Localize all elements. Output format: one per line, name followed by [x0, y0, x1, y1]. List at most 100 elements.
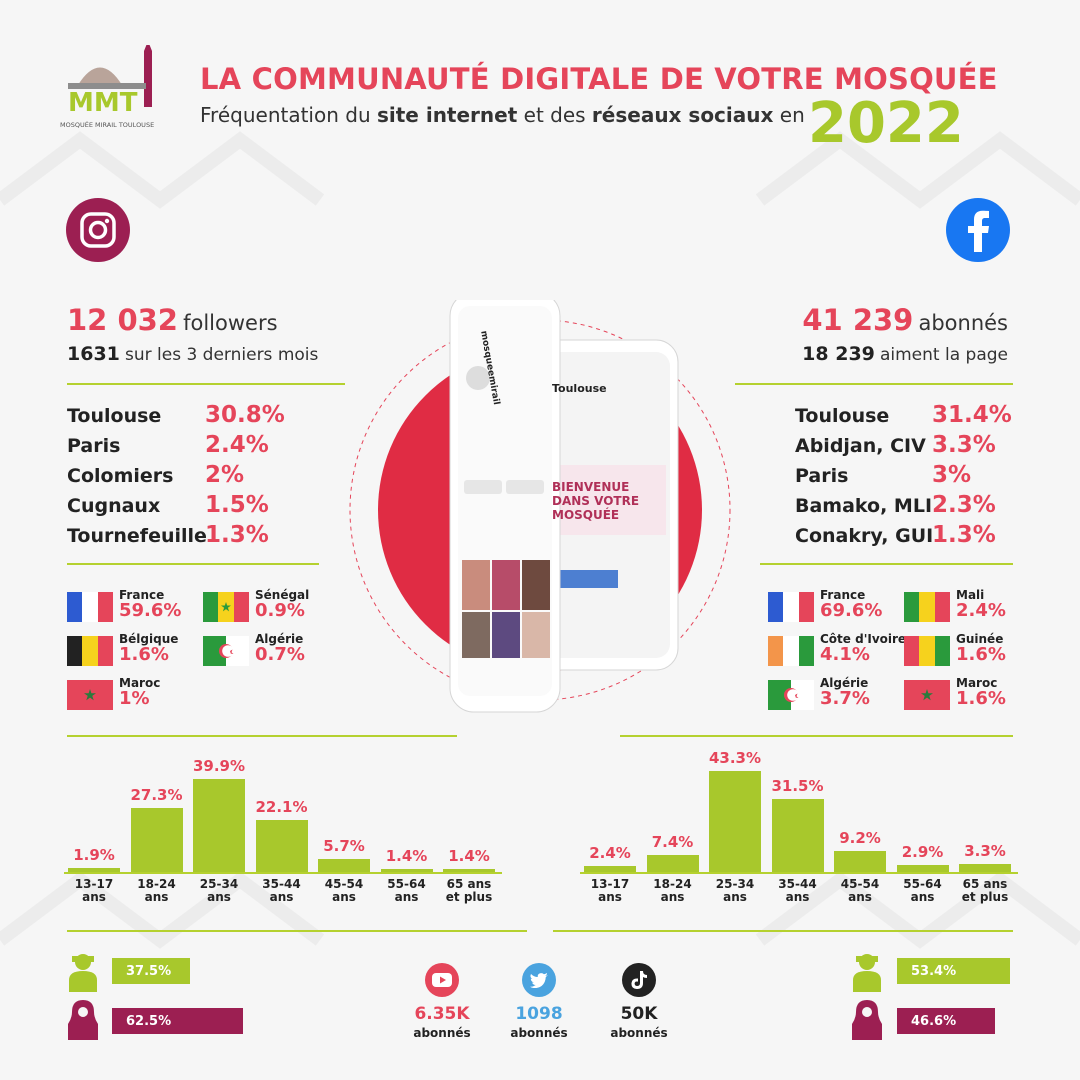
city-name: Colomiers: [67, 465, 174, 487]
tiktok-label: abonnés: [610, 1026, 668, 1040]
divider: [553, 930, 1013, 932]
country-percent: 0.7%: [255, 644, 305, 665]
country-percent: 1.6%: [956, 688, 1006, 709]
divider: [67, 383, 345, 385]
twitter-label: abonnés: [510, 1026, 568, 1040]
country-name: Algérie: [255, 632, 304, 646]
bar-category-label: 65 ans et plus: [961, 877, 1009, 904]
city-name: Paris: [795, 465, 849, 487]
france-flag-icon: [768, 592, 814, 622]
bar-category-label: 25-34 ans: [715, 877, 755, 904]
welcome-text: BIENVENUE DANS VOTRE MOSQUÉE: [552, 480, 640, 522]
page-subtitle: Fréquentation du site internet et des ré…: [200, 103, 805, 127]
page-title: LA COMMUNAUTÉ DIGITALE DE VOTRE MOSQUÉE: [200, 62, 998, 96]
ivorycoast-flag-icon: [768, 636, 814, 666]
country-name: Algérie: [820, 676, 869, 690]
bar-value-label: 2.9%: [901, 843, 944, 862]
youtube-icon: [425, 963, 459, 997]
instagram-recent: 1631 sur les 3 derniers mois: [67, 343, 319, 365]
bar-category-label: 25-34 ans: [199, 877, 239, 904]
city-percent: 3.3%: [932, 432, 996, 458]
facebook-page-name: Toulouse: [552, 382, 607, 395]
city-percent: 2.4%: [205, 432, 269, 458]
male-icon: [69, 954, 97, 992]
divider: [620, 735, 1013, 737]
city-name: Cugnaux: [67, 495, 161, 517]
chart-bar: [646, 854, 699, 872]
country-percent: 59.6%: [119, 600, 182, 621]
chart-bar: [380, 868, 433, 872]
senegal-flag-icon: [203, 592, 249, 622]
divider: [67, 930, 527, 932]
france-flag-icon: [67, 592, 113, 622]
bar-value-label: 22.1%: [255, 798, 308, 817]
country-name: Sénégal: [255, 588, 310, 602]
city-percent: 3%: [932, 462, 972, 488]
country-name: Côte d'Ivoire: [820, 632, 907, 646]
twitter-value: 1098: [515, 1004, 563, 1024]
instagram-female-bar: 62.5%: [112, 1008, 243, 1034]
country-percent: 1.6%: [956, 644, 1006, 665]
instagram-followers: 12 032 followers: [67, 303, 278, 337]
bar-category-label: 45-54 ans: [840, 877, 880, 904]
bar-value-label: 43.3%: [708, 748, 762, 767]
chart-baseline: [580, 872, 1018, 874]
tiktok-value: 50K: [620, 1004, 658, 1024]
chart-baseline: [64, 872, 502, 874]
bar-category-label: 55-64 ans: [903, 877, 942, 904]
bar-category-label: 65 ans et plus: [445, 877, 493, 904]
twitter-icon: [522, 963, 556, 997]
instagram-male-bar: 37.5%: [112, 958, 190, 984]
facebook-male-bar: 53.4%: [897, 958, 1010, 984]
chart-bar: [834, 850, 886, 872]
bar-category-label: 18-24 ans: [653, 877, 692, 904]
belgium-flag-icon: [67, 636, 113, 666]
bar-value-label: 5.7%: [323, 836, 365, 855]
chart-bar: [443, 868, 495, 872]
chart-bar: [68, 867, 120, 872]
divider: [760, 563, 1013, 565]
country-name: Maroc: [956, 676, 998, 690]
chart-bar: [896, 865, 949, 872]
city-name: Bamako, MLI: [795, 495, 933, 517]
logo-caption: MOSQUÉE MIRAIL TOULOUSE: [60, 121, 155, 129]
country-name: Maroc: [119, 676, 161, 690]
phone-illustration: mosqueemirail Toulouse BIENVENUE DANS VO…: [340, 291, 740, 720]
year: 2022: [808, 91, 964, 156]
bar-value-label: 1.4%: [385, 846, 428, 865]
guinea-flag-icon: [904, 636, 950, 666]
city-percent: 31.4%: [932, 402, 1012, 428]
bar-category-label: 45-54 ans: [324, 877, 364, 904]
algeria-flag-icon: [203, 636, 249, 666]
logo-letters: MMT: [68, 88, 138, 115]
chart-bar: [130, 808, 183, 872]
bar-category-label: 35-44 ans: [778, 877, 817, 904]
country-percent: 1.6%: [119, 644, 169, 665]
city-name: Paris: [67, 435, 121, 457]
bar-value-label: 27.3%: [130, 786, 183, 805]
country-name: France: [119, 588, 165, 602]
country-percent: 0.9%: [255, 600, 305, 621]
divider: [735, 383, 1013, 385]
country-percent: 4.1%: [820, 644, 870, 665]
instagram-icon: [66, 198, 130, 262]
country-percent: 69.6%: [820, 600, 883, 621]
facebook-icon: [946, 198, 1010, 262]
country-name: Bélgique: [119, 632, 179, 646]
bar-value-label: 2.4%: [589, 844, 631, 863]
facebook-female-bar: 46.6%: [897, 1008, 995, 1034]
country-percent: 2.4%: [956, 600, 1006, 621]
facebook-likes: 18 239 aiment la page: [802, 343, 1008, 365]
divider: [67, 563, 319, 565]
city-percent: 30.8%: [205, 402, 285, 428]
bar-category-label: 35-44 ans: [262, 877, 301, 904]
divider: [67, 735, 457, 737]
chart-bar: [771, 798, 824, 872]
bar-value-label: 3.3%: [964, 842, 1006, 861]
bar-value-label: 39.9%: [192, 756, 246, 775]
city-percent: 2.3%: [932, 492, 996, 518]
bar-value-label: 1.9%: [73, 845, 115, 864]
bar-category-label: 55-64 ans: [387, 877, 426, 904]
facebook-followers: 41 239 abonnés: [802, 303, 1008, 337]
